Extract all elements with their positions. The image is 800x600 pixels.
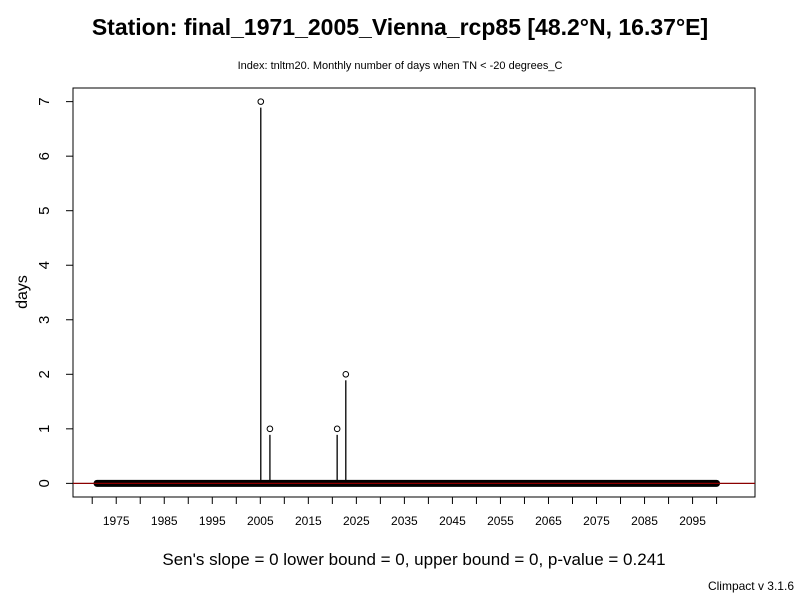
- y-tick-label: 5: [36, 207, 53, 215]
- x-tick-label: 2015: [295, 514, 322, 528]
- x-tick-label: 2095: [679, 514, 706, 528]
- y-tick-label: 6: [36, 152, 53, 160]
- x-tick-label: 2005: [247, 514, 274, 528]
- y-tick-label: 1: [36, 425, 53, 433]
- y-tick-label: 3: [36, 316, 53, 324]
- x-tick-label: 2045: [439, 514, 466, 528]
- x-tick-label: 1995: [199, 514, 226, 528]
- chart-title: Station: final_1971_2005_Vienna_rcp85 [4…: [91, 14, 709, 40]
- x-tick-label: 2065: [535, 514, 562, 528]
- y-axis: 0 1 2 3 4 5 6 7: [36, 97, 73, 488]
- data-point: [342, 371, 350, 378]
- x-tick-label: 2055: [487, 514, 514, 528]
- x-tick-label: 1975: [103, 514, 130, 528]
- x-tick-label: 2025: [343, 514, 370, 528]
- x-tick-label: 2035: [391, 514, 418, 528]
- data-point: [257, 98, 265, 105]
- y-tick-label: 4: [36, 261, 53, 269]
- software-credit: Climpact v 3.1.6: [707, 579, 794, 593]
- series: [93, 98, 721, 487]
- y-tick-label: 7: [36, 97, 53, 105]
- data-point: [333, 425, 341, 433]
- x-tick-label: 2085: [631, 514, 658, 528]
- data-point: [266, 425, 274, 433]
- x-tick-label: 1985: [151, 514, 178, 528]
- chart-subtitle: Index: tnltm20. Monthly number of days w…: [237, 60, 563, 72]
- y-tick-label: 0: [36, 479, 53, 487]
- x-tick-label: 2075: [583, 514, 610, 528]
- y-tick-label: 2: [36, 370, 53, 378]
- trend-stats: Sen's slope = 0 lower bound = 0, upper b…: [162, 550, 666, 569]
- y-axis-label: days: [14, 275, 31, 309]
- plot-frame: [72, 87, 756, 498]
- x-axis: 1975 1985 1995 2005 2015 2025 2035 2045 2055 2065…: [91, 497, 718, 528]
